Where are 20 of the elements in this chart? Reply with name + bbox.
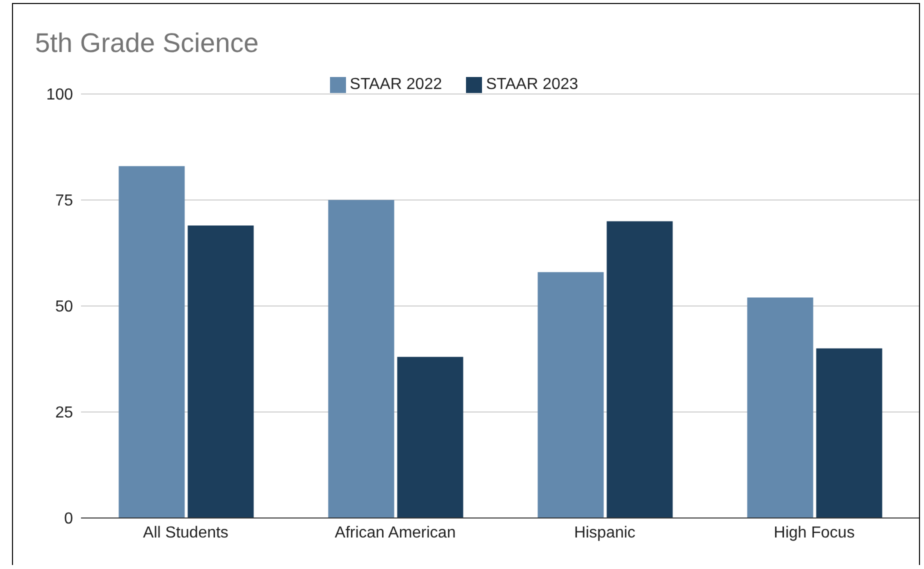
bar bbox=[538, 272, 604, 518]
y-tick-label: 75 bbox=[55, 192, 74, 210]
bar bbox=[816, 348, 882, 518]
bar bbox=[606, 221, 673, 518]
bar bbox=[118, 166, 185, 518]
bar bbox=[747, 298, 814, 518]
y-tick-label: 0 bbox=[64, 510, 74, 528]
bar bbox=[188, 225, 254, 518]
x-tick-label: Hispanic bbox=[574, 524, 636, 542]
x-tick-label: African American bbox=[334, 524, 456, 542]
legend-label: STAAR 2022 bbox=[350, 76, 442, 93]
y-tick-label: 100 bbox=[46, 86, 74, 104]
legend-label: STAAR 2023 bbox=[486, 76, 578, 93]
y-tick-label: 50 bbox=[55, 298, 74, 316]
x-tick-label: High Focus bbox=[774, 524, 855, 542]
y-tick-label: 25 bbox=[55, 404, 74, 422]
bar bbox=[397, 356, 464, 518]
chart-title: 5th Grade Science bbox=[35, 28, 259, 59]
x-tick-label: All Students bbox=[143, 524, 228, 542]
bar bbox=[328, 200, 394, 518]
